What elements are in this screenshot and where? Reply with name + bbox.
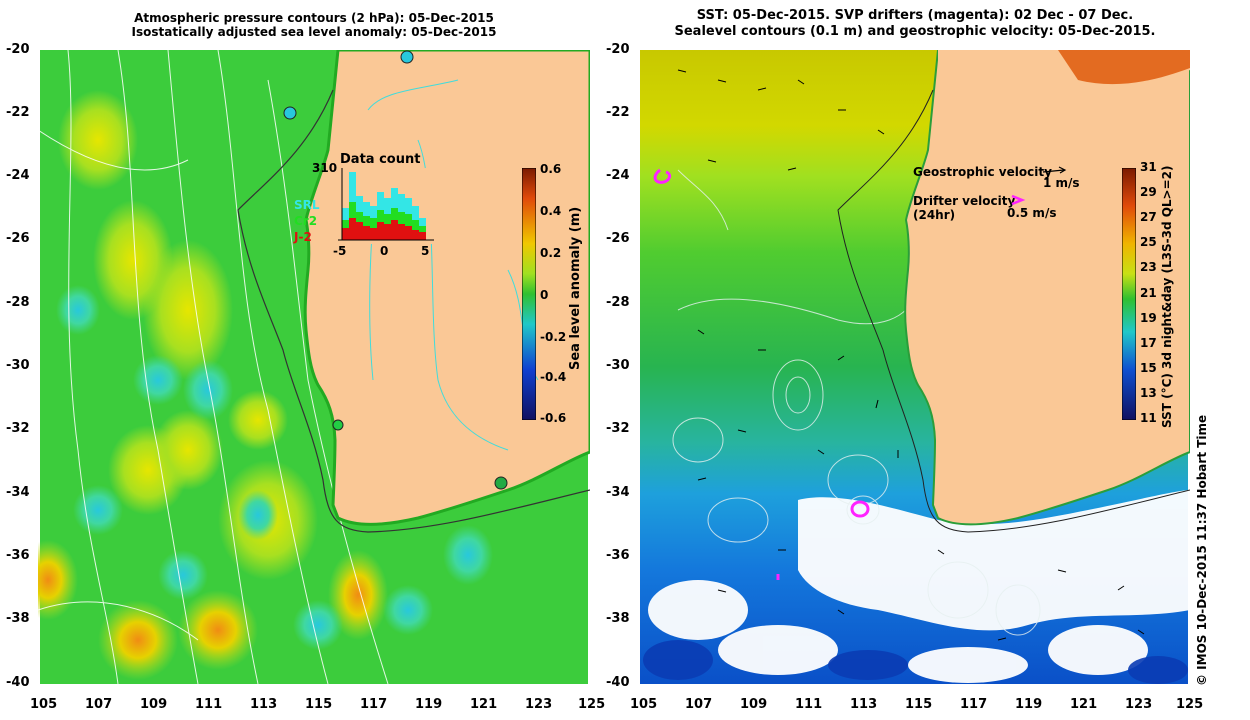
x-tick: 111 xyxy=(795,697,823,712)
y-tick: -40 xyxy=(6,675,30,690)
right-colorbar xyxy=(1122,168,1136,420)
inset-histogram xyxy=(338,168,434,244)
legend-j2: J-2 xyxy=(294,230,312,244)
y-tick: -34 xyxy=(6,485,30,500)
x-tick: 105 xyxy=(30,697,58,712)
cb-tick: 27 xyxy=(1140,210,1157,224)
x-tick: 115 xyxy=(905,697,933,712)
right-colorbar-label: SST (°C) 3d night&day (L3S-3d QL>=2) xyxy=(1160,165,1174,429)
inset-x-tick: 5 xyxy=(421,244,430,258)
y-tick: -24 xyxy=(6,168,30,183)
inset-x-tick: 0 xyxy=(380,244,389,258)
y-tick: -20 xyxy=(606,42,630,57)
cb-tick: 31 xyxy=(1140,160,1157,174)
cb-tick: -0.6 xyxy=(540,411,567,425)
credit-text: © IMOS 10-Dec-2015 11:37 Hobart Time xyxy=(1195,414,1209,686)
cb-tick: 23 xyxy=(1140,260,1157,274)
left-title-line2: Isostatically adjusted sea level anomaly… xyxy=(131,25,497,39)
inset-max-label: 310 xyxy=(312,161,338,175)
y-tick: -32 xyxy=(606,421,630,436)
y-tick: -36 xyxy=(6,548,30,563)
geo-velocity-label: Geostrophic velocity xyxy=(913,165,1052,179)
left-colorbar-label: Sea level anomaly (m) xyxy=(568,206,583,370)
x-tick: 121 xyxy=(470,697,498,712)
drifter-track xyxy=(850,500,870,518)
x-tick: 117 xyxy=(360,697,388,712)
x-tick: 119 xyxy=(415,697,443,712)
y-tick: -38 xyxy=(606,611,630,626)
x-tick: 107 xyxy=(685,697,713,712)
x-tick: 111 xyxy=(195,697,223,712)
cb-tick: 11 xyxy=(1140,411,1157,425)
x-tick: 125 xyxy=(578,697,606,712)
x-tick: 121 xyxy=(1070,697,1098,712)
cb-tick: 21 xyxy=(1140,286,1157,300)
left-map xyxy=(38,50,590,685)
y-tick: -28 xyxy=(6,295,30,310)
cb-tick: -0.4 xyxy=(540,370,567,384)
drifter-track xyxy=(653,168,672,184)
cloud-gaps xyxy=(648,490,1190,683)
y-tick: -30 xyxy=(6,358,30,373)
y-tick: -30 xyxy=(606,358,630,373)
legend-cr2: Cr2 xyxy=(294,214,318,228)
legend-srl: SRL xyxy=(294,198,320,212)
y-tick: -22 xyxy=(606,105,630,120)
x-tick: 107 xyxy=(85,697,113,712)
y-tick: -28 xyxy=(606,295,630,310)
drifter-velocity-label: Drifter velocity xyxy=(913,194,1016,208)
x-tick: 109 xyxy=(740,697,768,712)
right-title-line2: Sealevel contours (0.1 m) and geostrophi… xyxy=(674,24,1156,39)
cb-tick: 0.6 xyxy=(540,162,562,176)
left-title-line1: Atmospheric pressure contours (2 hPa): 0… xyxy=(134,11,494,25)
x-tick: 117 xyxy=(960,697,988,712)
cb-tick: 0.4 xyxy=(540,204,562,218)
left-colorbar xyxy=(522,168,536,420)
cb-tick: 0.2 xyxy=(540,246,562,260)
y-tick: -38 xyxy=(6,611,30,626)
x-tick: 113 xyxy=(250,697,278,712)
cb-tick: 13 xyxy=(1140,386,1157,400)
drifter-arrow-icon xyxy=(1011,194,1026,206)
australia-land xyxy=(904,50,1190,526)
geo-velocity-scale: 1 m/s xyxy=(1043,176,1080,190)
drifter-velocity-scale: 0.5 m/s xyxy=(1007,206,1057,220)
x-tick: 113 xyxy=(850,697,878,712)
y-tick: -24 xyxy=(606,168,630,183)
drifter-velocity-sub: (24hr) xyxy=(913,208,956,222)
x-tick: 109 xyxy=(140,697,168,712)
y-tick: -36 xyxy=(606,548,630,563)
x-tick: 105 xyxy=(630,697,658,712)
inset-title: Data count xyxy=(340,152,421,167)
x-tick: 125 xyxy=(1176,697,1204,712)
y-tick: -22 xyxy=(6,105,30,120)
x-tick: 115 xyxy=(305,697,333,712)
y-tick: -40 xyxy=(606,675,630,690)
geostrophic-arrows xyxy=(677,69,1145,641)
histogram-bars xyxy=(342,172,426,240)
y-tick: -34 xyxy=(606,485,630,500)
cb-tick: 25 xyxy=(1140,235,1157,249)
right-title-line1: SST: 05-Dec-2015. SVP drifters (magenta)… xyxy=(696,8,1134,23)
x-tick: 123 xyxy=(525,697,553,712)
cb-tick: 19 xyxy=(1140,311,1157,325)
y-tick: -20 xyxy=(6,42,30,57)
right-map xyxy=(640,50,1190,684)
cb-tick: 0 xyxy=(540,288,549,302)
cb-tick: 17 xyxy=(1140,336,1157,350)
x-tick: 123 xyxy=(1125,697,1153,712)
cb-tick: 29 xyxy=(1140,185,1157,199)
inset-x-tick: -5 xyxy=(333,244,347,258)
y-tick: -32 xyxy=(6,421,30,436)
y-tick: -26 xyxy=(606,231,630,246)
y-tick: -26 xyxy=(6,231,30,246)
cb-tick: 15 xyxy=(1140,361,1157,375)
geo-scale-arrow-icon xyxy=(1042,166,1067,174)
x-tick: 119 xyxy=(1015,697,1043,712)
cb-tick: -0.2 xyxy=(540,330,567,344)
